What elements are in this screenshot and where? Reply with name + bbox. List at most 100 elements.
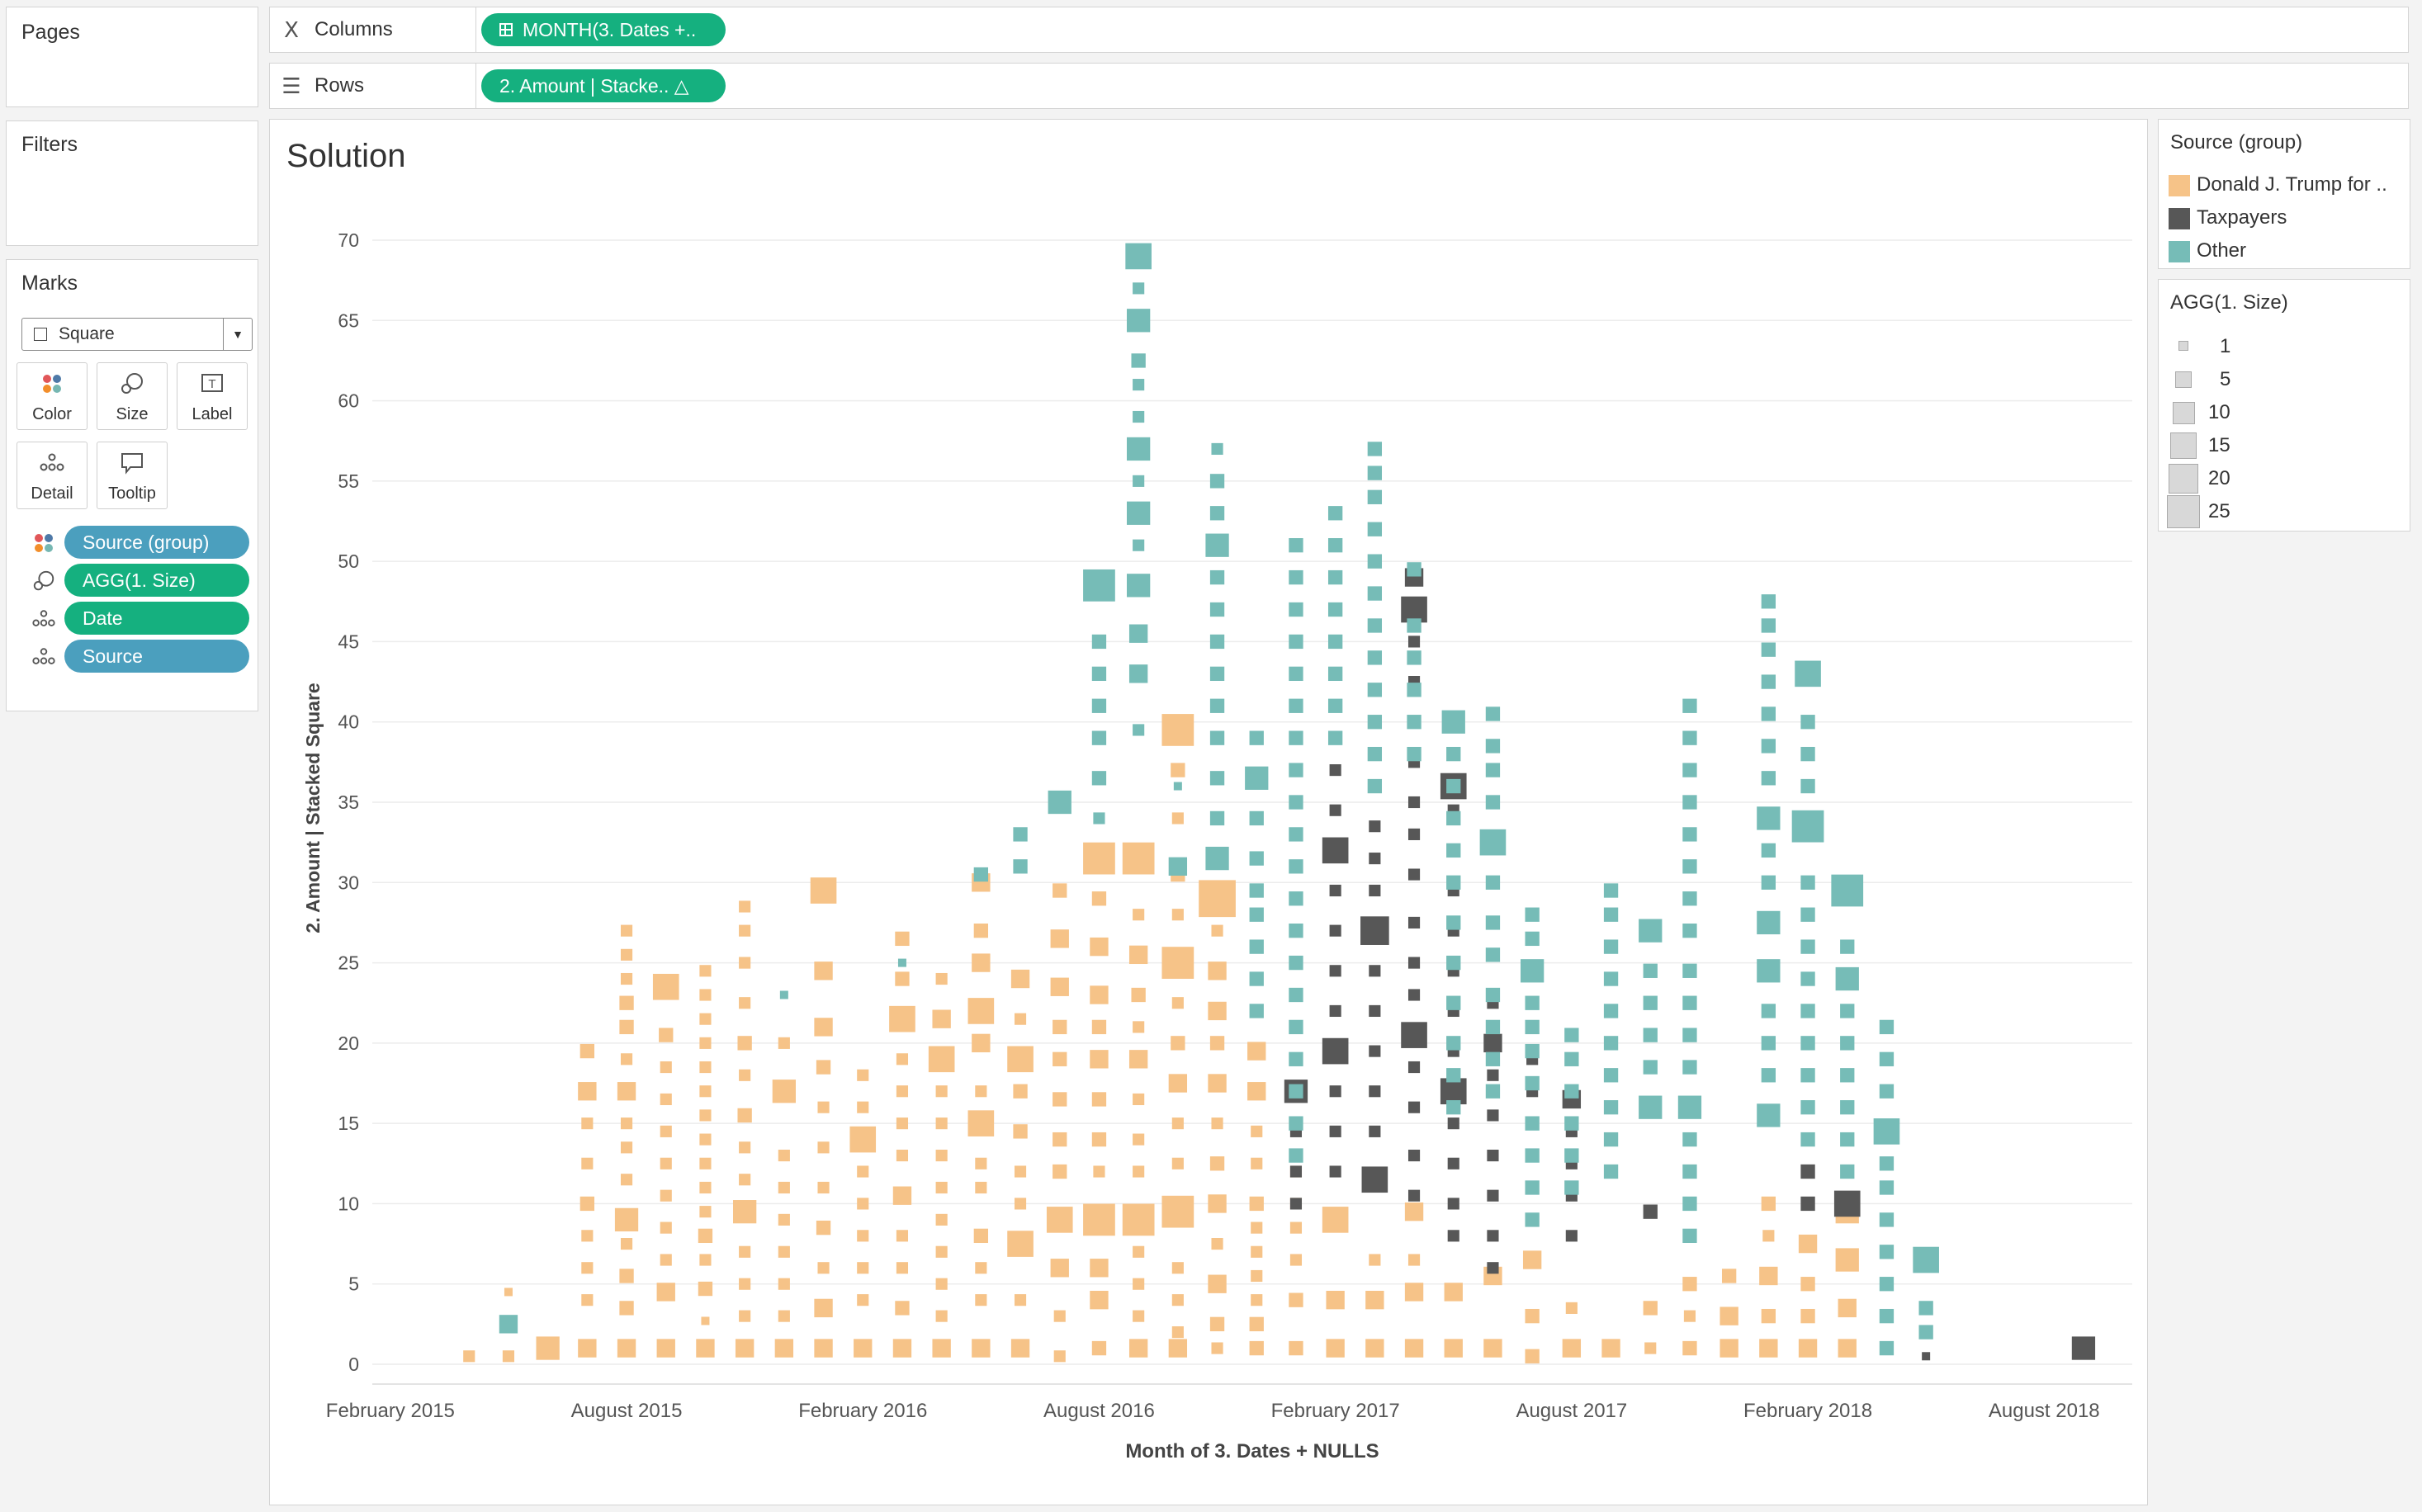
data-square — [1365, 1339, 1384, 1358]
stacked-square-chart[interactable]: 0 5 10 15 20 25 30 35 40 45 50 55 60 65 70 February 201… — [270, 120, 2147, 1505]
data-square — [1208, 1001, 1227, 1021]
data-square — [935, 1149, 948, 1162]
legend-item-trump[interactable]: Donald J. Trump for .. — [2159, 169, 2410, 201]
date-pill[interactable]: Date — [64, 602, 249, 635]
data-square — [1289, 955, 1303, 971]
data-square — [1761, 875, 1776, 890]
data-square — [536, 1336, 560, 1360]
size-button[interactable]: Size — [97, 362, 168, 430]
data-square — [857, 1069, 869, 1081]
data-square — [1800, 1132, 1815, 1147]
data-square — [1289, 763, 1303, 777]
rows-pill-label: 2. Amount | Stacke.. △ — [499, 74, 689, 97]
data-square — [1133, 909, 1145, 921]
data-square — [1407, 562, 1422, 577]
data-square — [698, 1228, 713, 1244]
data-square — [699, 1109, 712, 1122]
data-square — [1922, 1352, 1931, 1361]
data-square — [1053, 1310, 1066, 1322]
data-square — [774, 1339, 794, 1358]
data-square — [660, 1221, 672, 1234]
size-legend-title: AGG(1. Size) — [2170, 291, 2288, 314]
data-square — [1329, 1165, 1341, 1178]
data-square — [1840, 1100, 1855, 1115]
data-square — [1643, 995, 1658, 1010]
data-square — [1446, 810, 1461, 826]
data-square — [1208, 1274, 1227, 1293]
columns-pill[interactable]: MONTH(3. Dates +.. — [481, 13, 726, 46]
y-tick-label: 40 — [338, 711, 359, 733]
mark-type-dropdown[interactable]: Square ▼ — [21, 318, 253, 351]
data-square — [1440, 1078, 1467, 1105]
data-square — [620, 948, 633, 961]
data-square — [1327, 730, 1343, 745]
size-legend-item-5[interactable]: 5 — [2159, 364, 2410, 395]
data-square — [578, 1339, 597, 1358]
data-square — [1171, 1036, 1185, 1051]
data-square — [1133, 282, 1145, 295]
chevron-down-icon[interactable]: ▼ — [223, 319, 252, 350]
data-square — [699, 1013, 712, 1025]
color-button[interactable]: Color — [17, 362, 88, 430]
data-square — [1013, 827, 1028, 842]
size-legend-item-1[interactable]: 1 — [2159, 331, 2410, 362]
size-legend-item-20[interactable]: 20 — [2159, 463, 2410, 494]
detail-button[interactable]: Detail — [17, 442, 88, 509]
data-square — [1446, 1036, 1461, 1051]
data-square — [1485, 875, 1501, 890]
data-square — [1289, 602, 1303, 617]
data-square — [1091, 1019, 1107, 1035]
color-legend-title: Source (group) — [2170, 131, 2303, 154]
legend-item-other[interactable]: Other — [2159, 235, 2410, 267]
viz-panel: Solution 0 5 10 15 20 25 30 35 40 45 50 55 60 65 70 Feb… — [269, 119, 2148, 1505]
data-square — [1365, 1290, 1384, 1310]
data-square — [892, 1339, 912, 1358]
data-square — [1133, 539, 1145, 551]
data-square — [1603, 1100, 1619, 1115]
data-square — [1327, 538, 1343, 553]
size-legend-item-25[interactable]: 25 — [2159, 495, 2410, 528]
data-square — [1525, 995, 1540, 1010]
legend-item-taxpayers[interactable]: Taxpayers — [2159, 202, 2410, 234]
pages-card[interactable]: Pages — [6, 7, 258, 107]
data-square — [1090, 1050, 1109, 1069]
rows-pill[interactable]: 2. Amount | Stacke.. △ — [481, 69, 726, 102]
y-tick-label: 10 — [338, 1193, 359, 1214]
data-square — [1326, 1290, 1345, 1310]
data-square — [1209, 666, 1225, 682]
data-square — [1407, 916, 1421, 928]
columns-shelf[interactable]: Ⅹ Columns MONTH(3. Dates +.. — [269, 7, 2409, 53]
data-square — [1485, 987, 1501, 1003]
source-pill[interactable]: Source — [64, 640, 249, 673]
data-square — [733, 1200, 757, 1224]
y-axis-title: 2. Amount | Stacked Square — [302, 683, 324, 933]
data-square — [1565, 1230, 1578, 1242]
filters-card[interactable]: Filters — [6, 120, 258, 246]
source-group-pill[interactable]: Source (group) — [64, 526, 249, 559]
size-legend-item-15[interactable]: 15 — [2159, 430, 2410, 461]
data-square — [778, 1213, 790, 1226]
size-legend-item-10[interactable]: 10 — [2159, 397, 2410, 428]
data-square — [1485, 1084, 1501, 1099]
data-square — [699, 1181, 712, 1194]
data-square — [656, 1339, 675, 1358]
data-square — [1329, 804, 1341, 816]
y-tick-label: 30 — [338, 872, 359, 893]
data-square — [1093, 812, 1105, 825]
tooltip-button[interactable]: Tooltip — [97, 442, 168, 509]
size-swatch-10 — [2173, 402, 2195, 424]
data-square — [1446, 746, 1461, 762]
mark-type-label: Square — [59, 324, 115, 343]
data-square — [1367, 618, 1383, 633]
size-label-20: 20 — [2208, 467, 2230, 489]
data-square — [1800, 1036, 1815, 1051]
label-button[interactable]: T Label — [177, 362, 248, 430]
rows-shelf[interactable]: ☰ Rows 2. Amount | Stacke.. △ — [269, 63, 2409, 109]
y-tick-label: 70 — [338, 229, 359, 251]
agg-size-pill[interactable]: AGG(1. Size) — [64, 564, 249, 597]
data-square — [1171, 909, 1184, 921]
data-square — [1289, 923, 1303, 938]
data-square — [810, 877, 837, 904]
data-square — [1133, 1093, 1145, 1106]
data-square — [1289, 538, 1303, 553]
